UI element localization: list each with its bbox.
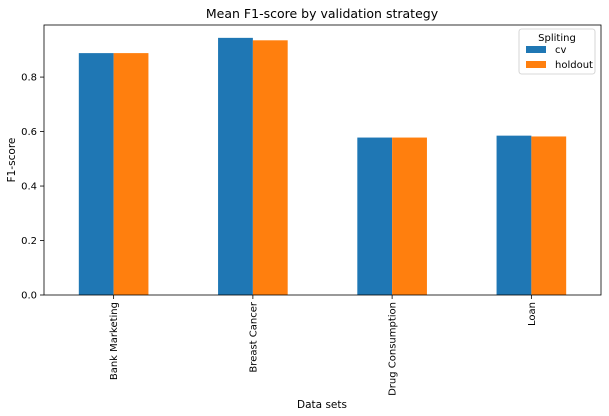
plot-frame: [43, 24, 602, 296]
chart-title: Mean F1-score by validation strategy: [206, 6, 439, 21]
bar-holdout-drug-consumption: [392, 137, 427, 295]
x-axis-ticks: Bank Marketing Breast Cancer Drug Consumpt…: [109, 295, 538, 396]
y-tick-label: 0.0: [21, 291, 37, 302]
legend-swatch-holdout: [526, 61, 546, 68]
x-axis-label: Data sets: [297, 399, 347, 411]
bar-cv-loan: [496, 135, 532, 295]
legend-label-cv: cv: [555, 45, 566, 56]
y-tick-label: 0.2: [21, 236, 37, 247]
legend-swatch-cv: [526, 46, 546, 53]
bar-cv-drug-consumption: [357, 137, 393, 295]
bar-holdout-breast-cancer: [252, 40, 288, 295]
y-tick-label: 0.8: [21, 73, 37, 84]
bar-cv-breast-cancer: [218, 37, 253, 295]
x-tick-label: Bank Marketing: [109, 302, 120, 380]
x-tick-label: Loan: [527, 302, 538, 326]
legend-label-holdout: holdout: [555, 60, 593, 71]
x-tick-label: Drug Consumption: [388, 302, 399, 396]
legend: Spliting cv holdout: [518, 28, 596, 75]
bar-cv-bank-marketing: [78, 53, 114, 295]
legend-title: Spliting: [538, 33, 576, 44]
bars-group: [78, 37, 567, 295]
x-tick-label: Breast Cancer: [248, 301, 259, 372]
y-tick-label: 0.4: [21, 182, 37, 193]
y-axis-label: F1-score: [6, 138, 18, 183]
bar-holdout-bank-marketing: [113, 53, 149, 295]
bar-holdout-loan: [531, 136, 567, 295]
y-tick-label: 0.6: [21, 127, 37, 138]
y-axis-ticks: 0.0 0.2 0.4 0.6 0.8: [21, 73, 44, 302]
